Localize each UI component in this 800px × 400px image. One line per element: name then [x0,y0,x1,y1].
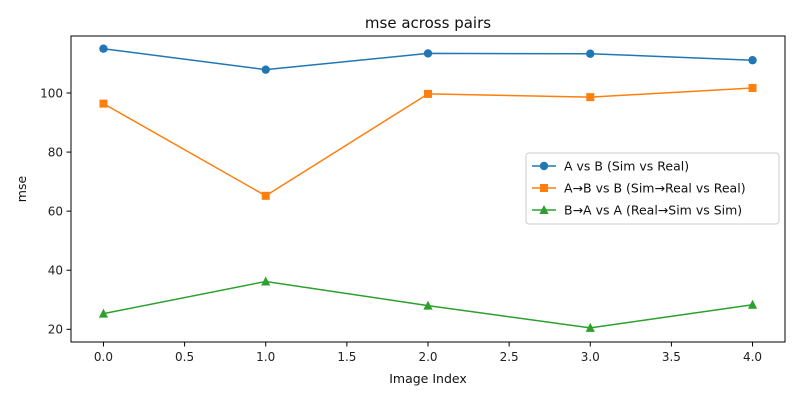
data-point [99,99,108,108]
plot-area: 0.0 0.5 1.0 1.5 2.0 2.5 3.0 3.5 4.0 20 40 60 80 100 [40,35,786,364]
data-point [747,299,758,309]
data-point [99,44,108,53]
y-axis-ticks: 20 40 60 80 100 [40,86,71,337]
legend-label-a-vs-b: A vs B (Sim vs Real) [564,159,689,174]
y-tick-label: 100 [40,86,63,100]
data-point [586,93,595,102]
series-1 [99,83,757,200]
x-tick-label: 1.5 [337,350,356,364]
x-tick-label: 3.5 [662,350,681,364]
series-2 [98,276,758,332]
y-tick-label: 60 [48,204,63,218]
x-axis-ticks: 0.0 0.5 1.0 1.5 2.0 2.5 3.0 3.5 4.0 [94,342,762,364]
data-point [261,65,270,74]
legend-entry-b-to-a-vs-a: B→A vs A (Real→Sim vs Sim) [532,203,742,218]
legend: A vs B (Sim vs Real) A→B vs B (Sim→Real … [525,152,780,225]
x-tick-label: 2.0 [418,350,437,364]
data-point [748,83,757,92]
legend-marker-circle [539,161,549,171]
y-axis-title: mse [14,176,29,203]
data-point [586,49,595,58]
series-layer [98,44,758,332]
legend-frame [525,152,780,225]
chart-title: mse across pairs [365,14,491,32]
legend-marker-square [540,184,548,192]
legend-entry-a-vs-b: A vs B (Sim vs Real) [532,159,689,174]
data-point [585,322,595,332]
data-point [98,308,109,318]
series-0 [99,44,757,74]
y-tick-label: 20 [48,323,63,337]
data-point [423,49,433,58]
data-point [748,56,757,65]
x-axis-title: Image Index [389,371,467,386]
data-point [424,89,432,98]
legend-label-b-to-a-vs-a: B→A vs A (Real→Sim vs Sim) [564,203,742,218]
legend-label-a-to-b-vs-b: A→B vs B (Sim→Real vs Real) [564,181,746,196]
x-tick-label: 0.5 [175,350,194,364]
y-tick-label: 80 [48,145,63,159]
x-tick-label: 3.0 [581,350,600,364]
x-tick-label: 4.0 [743,350,762,364]
x-tick-label: 0.0 [94,350,113,364]
data-point [423,300,433,310]
legend-marker-triangle [539,205,549,214]
x-tick-label: 1.0 [256,350,275,364]
x-tick-label: 2.5 [500,350,519,364]
plot-frame [70,35,786,343]
y-tick-label: 40 [48,264,63,278]
data-point [261,276,271,286]
data-point [261,191,270,200]
legend-entry-a-to-b-vs-b: A→B vs B (Sim→Real vs Real) [532,181,746,196]
